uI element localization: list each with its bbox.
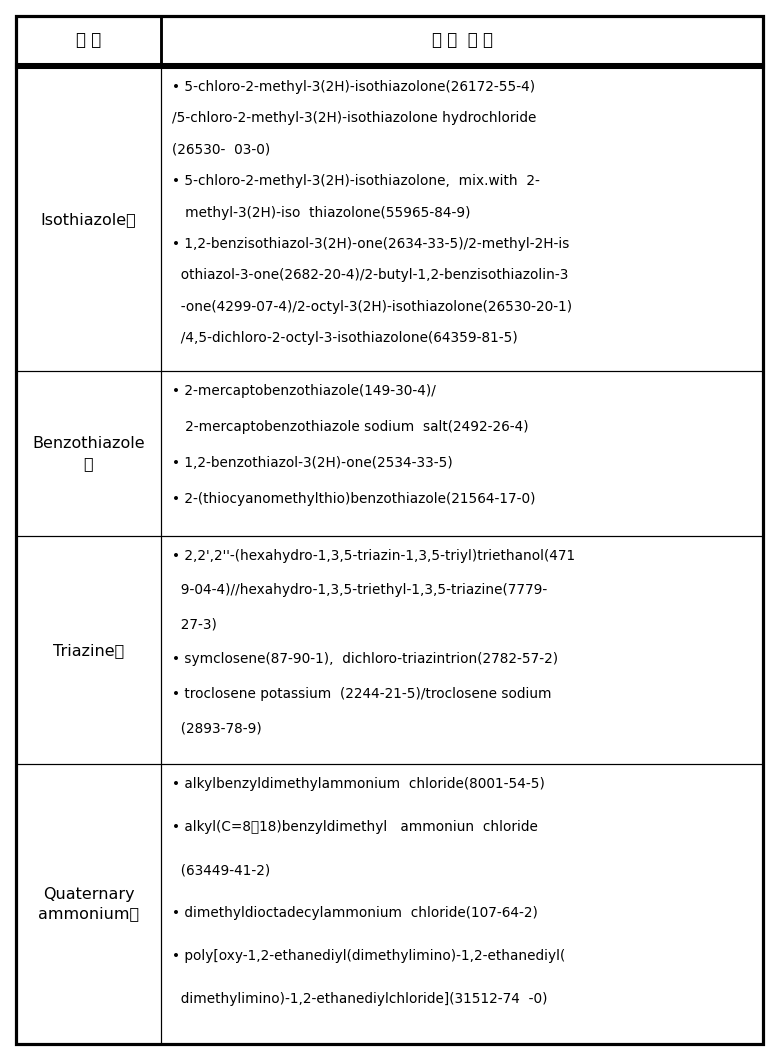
Text: • alkyl(C=8～18)benzyldimethyl   ammoniun  chloride: • alkyl(C=8～18)benzyldimethyl ammoniun c… [171,820,538,834]
Text: dimethylimino)-1,2-ethanediylchloride](31512-74  -0): dimethylimino)-1,2-ethanediylchloride](3… [171,992,547,1007]
Text: -one(4299-07-4)/2-octyl-3(2H)-isothiazolone(26530-20-1): -one(4299-07-4)/2-octyl-3(2H)-isothiazol… [171,300,572,314]
Text: 27-3): 27-3) [171,618,217,632]
Text: Isothiazole계: Isothiazole계 [41,212,136,227]
Text: • poly[oxy-1,2-ethanediyl(dimethylimino)-1,2-ethanediyl(: • poly[oxy-1,2-ethanediyl(dimethylimino)… [171,950,565,964]
Text: (2893-78-9): (2893-78-9) [171,721,261,736]
Text: (26530-  03-0): (26530- 03-0) [171,143,270,157]
Text: /4,5-dichloro-2-octyl-3-isothiazolone(64359-81-5): /4,5-dichloro-2-octyl-3-isothiazolone(64… [171,332,517,346]
Text: 주 요  물 질: 주 요 물 질 [432,31,493,49]
Bar [161,764,763,1044]
Text: • 2,2',2''-(hexahydro-1,3,5-triazin-1,3,5-triyl)triethanol(471: • 2,2',2''-(hexahydro-1,3,5-triazin-1,3,… [171,549,575,563]
Text: 9-04-4)//hexahydro-1,3,5-triethyl-1,3,5-triazine(7779-: 9-04-4)//hexahydro-1,3,5-triethyl-1,3,5-… [171,583,547,598]
Text: • 2-(thiocyanomethylthio)benzothiazole(21564-17-0): • 2-(thiocyanomethylthio)benzothiazole(2… [171,492,535,506]
Text: • 1,2-benzisothiazol-3(2H)-one(2634-33-5)/2-methyl-2H-is: • 1,2-benzisothiazol-3(2H)-one(2634-33-5… [171,237,569,251]
Bar [16,764,161,1044]
Bar [16,536,161,764]
Bar [161,16,763,64]
Text: 2-mercaptobenzothiazole sodium  salt(2492-26-4): 2-mercaptobenzothiazole sodium salt(2492… [171,420,528,434]
Text: methyl-3(2H)-iso  thiazolone(55965-84-9): methyl-3(2H)-iso thiazolone(55965-84-9) [171,206,470,219]
Text: • alkylbenzyldimethylammonium  chloride(8001-54-5): • alkylbenzyldimethylammonium chloride(8… [171,777,545,791]
Text: 분 류: 분 류 [76,31,101,49]
Text: • 1,2-benzothiazol-3(2H)-one(2534-33-5): • 1,2-benzothiazol-3(2H)-one(2534-33-5) [171,456,453,470]
Bar [161,67,763,371]
Text: • symclosene(87-90-1),  dichloro-triazintrion(2782-57-2): • symclosene(87-90-1), dichloro-triazint… [171,652,558,667]
Text: • 5-chloro-2-methyl-3(2H)-isothiazolone,  mix.with  2-: • 5-chloro-2-methyl-3(2H)-isothiazolone,… [171,174,539,188]
Bar [161,536,763,764]
Text: • 5-chloro-2-methyl-3(2H)-isothiazolone(26172-55-4): • 5-chloro-2-methyl-3(2H)-isothiazolone(… [171,80,534,94]
Text: othiazol-3-one(2682-20-4)/2-butyl-1,2-benzisothiazolin-3: othiazol-3-one(2682-20-4)/2-butyl-1,2-be… [171,268,568,282]
Text: Triazine계: Triazine계 [53,642,124,657]
Bar [16,67,161,371]
Text: • troclosene potassium  (2244-21-5)/troclosene sodium: • troclosene potassium (2244-21-5)/trocl… [171,687,551,701]
Text: /5-chloro-2-methyl-3(2H)-isothiazolone hydrochloride: /5-chloro-2-methyl-3(2H)-isothiazolone h… [171,111,536,125]
Text: Quaternary
ammonium계: Quaternary ammonium계 [38,886,139,921]
Text: • dimethyldioctadecylammonium  chloride(107-64-2): • dimethyldioctadecylammonium chloride(1… [171,906,538,920]
Text: Benzothiazole
계: Benzothiazole 계 [32,437,145,471]
Bar [161,371,763,536]
Bar [16,371,161,536]
Text: (63449-41-2): (63449-41-2) [171,863,270,877]
Text: • 2-mercaptobenzothiazole(149-30-4)/: • 2-mercaptobenzothiazole(149-30-4)/ [171,384,435,398]
Bar [16,16,161,64]
